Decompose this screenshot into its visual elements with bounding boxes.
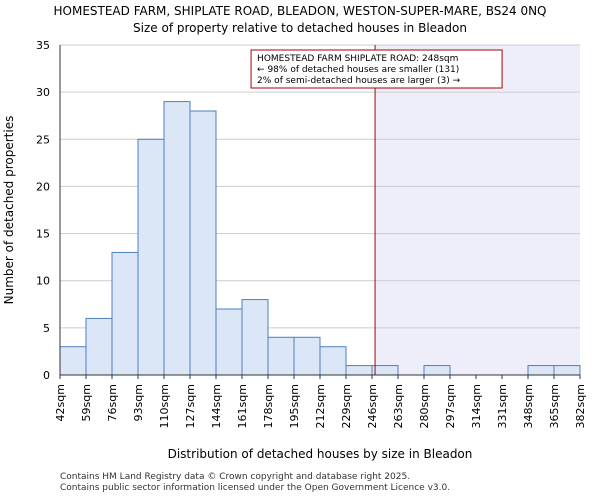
histogram-bar — [241, 299, 269, 376]
histogram-bar — [553, 365, 581, 376]
x-tick-label: 59sqm — [80, 384, 93, 421]
y-tick-label: 30 — [36, 86, 50, 99]
histogram-bar — [163, 101, 191, 376]
histogram-bar — [371, 365, 399, 376]
x-tick-label: 195sqm — [288, 384, 301, 428]
x-tick-label: 144sqm — [210, 384, 223, 428]
y-tick-label: 15 — [36, 228, 50, 241]
histogram-bar — [293, 336, 321, 376]
histogram-bar — [85, 317, 113, 376]
x-tick-label: 348sqm — [522, 384, 535, 428]
y-tick-label: 5 — [43, 322, 50, 335]
histogram-bar — [215, 308, 243, 376]
x-tick-label: 42sqm — [54, 384, 67, 421]
histogram-bar — [137, 138, 165, 376]
x-tick-label: 382sqm — [574, 384, 587, 428]
histogram-bar — [527, 365, 555, 376]
x-tick-label: 212sqm — [314, 384, 327, 428]
x-tick-label: 280sqm — [418, 384, 431, 428]
chart-subtitle: Size of property relative to detached ho… — [133, 21, 467, 35]
x-tick-label: 331sqm — [496, 384, 509, 428]
x-tick-label: 229sqm — [340, 384, 353, 428]
histogram-bar — [111, 251, 139, 376]
annotation-box — [250, 49, 503, 89]
footer-copyright: Contains HM Land Registry data © Crown c… — [60, 472, 411, 482]
histogram-bar — [267, 336, 295, 376]
chart-title: HOMESTEAD FARM, SHIPLATE ROAD, BLEADON, … — [54, 4, 547, 18]
y-tick-label: 25 — [36, 133, 50, 146]
x-tick-label: 93sqm — [132, 384, 145, 421]
plot-area: 0 5 10 15 20 25 30 35 42sqm 59sqm 76sqm 93sqm 110sqm… — [36, 39, 587, 428]
histogram-bar — [189, 110, 217, 376]
x-tick-label: 246sqm — [366, 384, 379, 428]
x-tick-label: 314sqm — [470, 384, 483, 428]
y-tick-label: 0 — [43, 369, 50, 382]
histogram-bar — [423, 365, 451, 376]
y-axis-label: Number of detached properties — [2, 116, 16, 305]
annotation-text: ← 98% of detached houses are smaller (13… — [257, 65, 459, 75]
histogram-bar — [319, 346, 347, 376]
histogram-bar — [345, 365, 373, 376]
y-tick-label: 20 — [36, 180, 50, 193]
highlight-region — [375, 45, 580, 375]
x-tick-label: 297sqm — [444, 384, 457, 428]
x-tick-label: 161sqm — [236, 384, 249, 428]
x-tick-label: 263sqm — [392, 384, 405, 428]
x-axis-label: Distribution of detached houses by size … — [168, 447, 473, 461]
annotation-text: HOMESTEAD FARM SHIPLATE ROAD: 248sqm — [257, 54, 458, 64]
x-tick-label: 178sqm — [262, 384, 275, 428]
x-tick-label: 127sqm — [184, 384, 197, 428]
annotation-text: 2% of semi-detached houses are larger (3… — [257, 76, 461, 86]
x-tick-label: 365sqm — [548, 384, 561, 428]
histogram-bar — [59, 346, 87, 376]
footer-licence: Contains public sector information licen… — [60, 483, 451, 493]
y-tick-label: 35 — [36, 39, 50, 52]
x-tick-label: 76sqm — [106, 384, 119, 421]
y-tick-label: 10 — [36, 275, 50, 288]
x-tick-label: 110sqm — [158, 384, 171, 428]
